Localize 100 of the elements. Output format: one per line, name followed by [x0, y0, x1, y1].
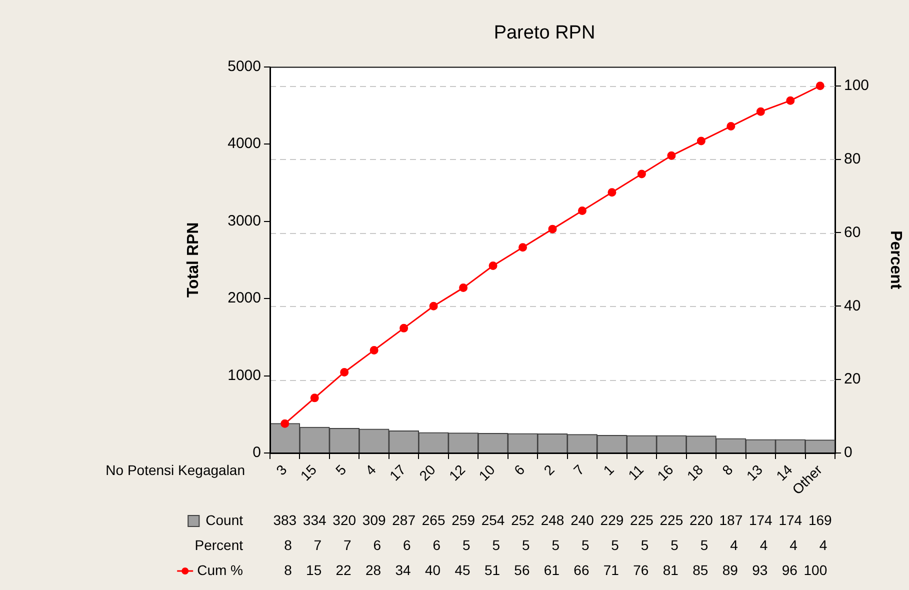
- point: [726, 122, 736, 131]
- text: 6: [373, 536, 382, 553]
- data-label: 56: [514, 562, 530, 578]
- point: [310, 394, 319, 402]
- point: [696, 136, 706, 146]
- data-label: 15: [306, 562, 322, 578]
- data-label: 66: [574, 562, 590, 578]
- data-label: 40: [424, 562, 441, 578]
- text: 4: [819, 536, 828, 553]
- data-label: 248: [540, 512, 564, 528]
- x-tick-label: 5: [332, 461, 350, 478]
- data-label: 71: [603, 562, 620, 578]
- data-label: 174: [748, 512, 773, 528]
- x-tick-label: 6: [510, 461, 528, 478]
- data-label: 169: [808, 512, 832, 528]
- x-tick-label: 17: [386, 461, 409, 484]
- x-tick-label: 15: [297, 461, 320, 484]
- text: 7: [344, 536, 352, 553]
- data-label: 51: [484, 562, 500, 578]
- legend-label: Count: [206, 512, 244, 528]
- x-tick-label: 10: [476, 461, 498, 484]
- data-label: 34: [395, 562, 412, 578]
- point: [786, 96, 795, 105]
- text: 5: [611, 536, 620, 553]
- y-tick-label: 1000: [228, 366, 261, 384]
- data-label: 81: [662, 562, 679, 578]
- x-tick-label: 18: [684, 461, 706, 484]
- x-tick-label: 16: [654, 461, 676, 484]
- x-tick-label: 1: [600, 461, 617, 478]
- data-label: 220: [690, 512, 714, 528]
- text: Percent: [194, 536, 244, 553]
- x-tick-label: 8: [718, 461, 736, 478]
- y2-tick-label: 60: [844, 224, 861, 241]
- data-label: 76: [633, 562, 649, 578]
- text: 8: [284, 536, 292, 553]
- data-label: 383: [273, 512, 297, 528]
- point: [370, 346, 378, 354]
- text: 5: [670, 536, 679, 553]
- text: 6: [403, 536, 412, 553]
- data-label: 100: [804, 562, 828, 578]
- data-label: 229: [600, 512, 624, 528]
- point: [608, 188, 616, 197]
- text: 6: [432, 536, 441, 553]
- text: 5: [492, 536, 500, 553]
- y2-tick-label: 0: [844, 444, 852, 462]
- point: [816, 82, 824, 90]
- data-label: 187: [719, 512, 743, 528]
- y-tick-label: 3000: [228, 212, 261, 230]
- y2-tick-label: 100: [844, 77, 870, 94]
- x-tick-label: 3: [272, 461, 290, 478]
- point: [488, 262, 498, 270]
- y2-tick-label: 40: [844, 297, 861, 314]
- text: 4: [760, 536, 768, 553]
- point: [280, 419, 290, 428]
- y2-tick-label: 80: [844, 150, 861, 168]
- x-tick-label: 14: [772, 461, 796, 484]
- data-label: 225: [660, 512, 684, 528]
- point: [756, 107, 765, 116]
- y-tick-label: 0: [252, 444, 261, 462]
- point: [667, 151, 676, 160]
- data-label: 259: [452, 512, 476, 528]
- text: 5: [462, 536, 470, 553]
- legend-label: Cum %: [197, 562, 243, 578]
- data-label: 61: [544, 562, 560, 578]
- x-tick-label: 20: [416, 461, 439, 484]
- x-tick-label: 12: [446, 461, 468, 484]
- text: 5: [581, 536, 590, 553]
- data-label: 240: [570, 512, 594, 528]
- data-label: 334: [302, 512, 326, 528]
- data-label: 265: [422, 512, 446, 528]
- x-tick-label: 4: [362, 461, 380, 478]
- y2-tick-label: 20: [844, 370, 861, 388]
- data-label: 85: [692, 562, 708, 578]
- data-label: 309: [362, 512, 386, 528]
- text: 5: [522, 536, 530, 553]
- y-tick-label: 5000: [228, 58, 261, 75]
- data-label: 45: [454, 562, 470, 578]
- x-tick-label: 13: [743, 461, 766, 484]
- data-label: 254: [481, 512, 505, 528]
- text: 5: [700, 536, 708, 553]
- data-label: 287: [392, 512, 416, 528]
- y2-axis-title: Percent: [886, 230, 904, 290]
- y-tick-label: 2000: [228, 290, 261, 307]
- x-axis-title: No Potensi Kegagalan: [106, 462, 245, 478]
- chart-title: Pareto RPN: [494, 22, 596, 44]
- data-label: 225: [630, 512, 654, 528]
- data-label: 8: [284, 562, 292, 578]
- text: 5: [552, 536, 560, 553]
- point: [459, 284, 468, 292]
- text: 4: [790, 536, 798, 553]
- x-tick-label: 11: [624, 461, 647, 484]
- x-tick-label: 2: [540, 461, 558, 478]
- point: [518, 243, 528, 252]
- point: [637, 170, 646, 178]
- point: [340, 368, 349, 376]
- text: 5: [640, 536, 649, 553]
- data-label: 28: [366, 562, 382, 578]
- point: [400, 324, 408, 332]
- data-label: 320: [332, 512, 356, 528]
- text: 4: [730, 536, 738, 553]
